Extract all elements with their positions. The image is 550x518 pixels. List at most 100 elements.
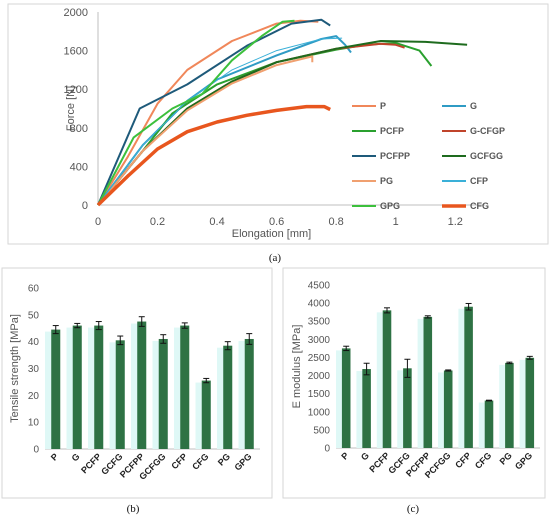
bar-pg xyxy=(505,362,514,448)
bar-shadow xyxy=(438,372,450,448)
series-line-cfp xyxy=(97,37,343,206)
y-tick-label: 60 xyxy=(28,284,40,295)
legend-label-pcfp: PCFP xyxy=(380,126,404,136)
bar-pcfpp xyxy=(423,316,433,448)
series-line-gpg xyxy=(97,19,295,206)
legend-label-pg: PG xyxy=(380,176,393,186)
bar-g xyxy=(72,325,82,449)
series-line-cfg xyxy=(96,104,331,207)
y-tick-label: 1000 xyxy=(308,407,331,418)
bar-gpg xyxy=(525,357,535,448)
x-tick-label: 0 xyxy=(95,216,101,228)
bar-shadow xyxy=(417,318,429,448)
bar-pcfgg xyxy=(443,370,453,448)
y-tick-label: 50 xyxy=(28,310,40,321)
bar-gcfg xyxy=(403,368,412,448)
legend-label-cfg: CFG xyxy=(470,201,489,211)
bar-shadow xyxy=(356,371,368,448)
bar-shadow xyxy=(88,327,100,449)
category-label-p: P xyxy=(49,451,60,462)
bar-cfg xyxy=(201,380,211,449)
y-tick-label: 4500 xyxy=(308,281,331,292)
legend-label-pcfpp: PCFPP xyxy=(380,151,410,161)
bar-pcfpp xyxy=(137,321,147,449)
legend-label-gcfgg: GCFGG xyxy=(470,151,503,161)
bar-shadow xyxy=(195,382,208,449)
y-tick-label: 10 xyxy=(28,418,40,429)
y-axis-title: Force [N] xyxy=(65,86,77,131)
bar-cfg xyxy=(484,400,494,448)
legend-label-g-cfgp: G-CFGP xyxy=(470,126,505,136)
y-tick-label: 1500 xyxy=(308,389,331,400)
panel-a-frame xyxy=(7,3,549,245)
y-tick-label: 2000 xyxy=(308,371,331,382)
y-tick-label: 0 xyxy=(33,445,39,456)
y-tick-label: 2000 xyxy=(64,7,88,19)
series-line-pg xyxy=(97,55,314,206)
bar-pcfp xyxy=(94,325,104,449)
legend-label-g: G xyxy=(470,101,477,111)
y-axis-title: E modulus [MPa] xyxy=(291,325,303,409)
bar-cfp xyxy=(464,306,473,448)
y-axis-title: Tensile strength [MPa] xyxy=(9,314,21,423)
y-tick-label: 400 xyxy=(70,161,88,173)
bar-shadow xyxy=(397,370,409,448)
bar-shadow xyxy=(478,402,491,448)
caption-a: (a) xyxy=(269,252,282,264)
bar-shadow xyxy=(519,359,531,448)
y-tick-label: 1600 xyxy=(64,46,88,58)
y-tick-label: 4000 xyxy=(308,299,331,310)
y-tick-label: 2500 xyxy=(308,353,331,364)
force-elongation-chart: 0 400 800 1200 1600 2000 0 0.2 0.4 0.6 0.8 1 1.2 Elon… xyxy=(64,7,505,240)
bar-gcfg xyxy=(115,340,125,449)
y-tick-label: 30 xyxy=(28,364,40,375)
x-tick-label: 0.8 xyxy=(329,216,344,228)
series-line-p xyxy=(97,19,319,206)
caption-b: (b) xyxy=(127,503,140,515)
x-tick-label: 0.6 xyxy=(269,216,284,228)
y-tick-label: 0 xyxy=(324,444,330,455)
bar-shadow xyxy=(336,350,348,448)
category-label-p: P xyxy=(339,450,350,461)
bar-gpg xyxy=(244,338,254,449)
bar-shadow xyxy=(458,308,470,448)
y-tick-label: 3500 xyxy=(308,317,331,328)
bar-p xyxy=(51,329,61,449)
y-tick-label: 0 xyxy=(82,200,88,212)
x-tick-label: 1 xyxy=(393,216,399,228)
legend-label-p: P xyxy=(380,101,386,111)
bar-shadow xyxy=(217,347,229,449)
bar-shadow xyxy=(152,340,165,449)
y-tick-label: 800 xyxy=(70,123,88,135)
bar-cfp xyxy=(180,325,190,449)
caption-c: (c) xyxy=(407,503,420,515)
bar-p xyxy=(341,348,351,448)
bar-shadow xyxy=(174,327,186,449)
bar-gcfgg xyxy=(158,338,168,449)
y-tick-label: 3000 xyxy=(308,335,331,346)
legend-label-cfp: CFP xyxy=(470,176,488,186)
bar-shadow xyxy=(131,323,143,449)
legend-label-gpg: GPG xyxy=(380,201,400,211)
x-tick-label: 0.4 xyxy=(209,216,224,228)
y-tick-label: 20 xyxy=(28,391,40,402)
bar-shadow xyxy=(499,364,511,448)
bar-shadow xyxy=(109,342,122,449)
y-tick-label: 500 xyxy=(313,425,330,436)
bar-g xyxy=(362,369,371,448)
x-tick-label: 1.2 xyxy=(448,216,463,228)
bar-pg xyxy=(223,345,233,449)
bar-shadow xyxy=(66,327,79,449)
bar-shadow xyxy=(45,331,57,449)
y-tick-label: 1200 xyxy=(64,84,88,96)
e-modulus-chart: 0 500 1000 1500 2000 2500 3000 3500 4000 4500 E mo… xyxy=(291,281,540,480)
bar-shadow xyxy=(376,312,389,448)
series-line-pcfpp xyxy=(97,18,331,206)
bar-pcfp xyxy=(382,310,392,448)
x-axis-title: Elongation [mm] xyxy=(232,228,311,240)
x-tick-label: 0.2 xyxy=(150,216,165,228)
y-tick-label: 40 xyxy=(28,337,40,348)
bar-shadow xyxy=(238,340,251,449)
